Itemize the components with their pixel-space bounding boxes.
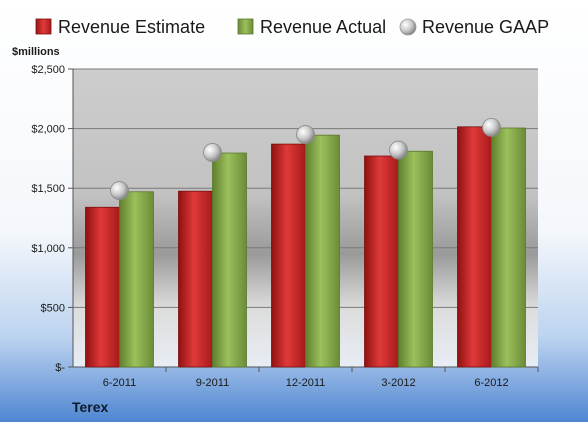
x-tick-label: 6-2011 bbox=[103, 377, 136, 389]
legend-swatch-actual bbox=[237, 18, 254, 35]
marker-revenue-gaap bbox=[110, 181, 129, 200]
legend: Revenue Estimate Revenue Actual Revenue … bbox=[35, 17, 549, 37]
legend-label-actual: Revenue Actual bbox=[260, 17, 386, 37]
legend-label-estimate: Revenue Estimate bbox=[58, 17, 205, 37]
legend-swatch-gaap bbox=[399, 18, 417, 36]
y-tick-label: $1,500 bbox=[31, 183, 65, 195]
legend-swatch-estimate bbox=[35, 18, 52, 35]
x-tick-label: 3-2012 bbox=[381, 377, 415, 389]
y-tick-label: $2,500 bbox=[31, 64, 65, 76]
bar-revenue-actual bbox=[398, 150, 433, 368]
bar-revenue-actual bbox=[491, 127, 526, 368]
y-tick-label: $500 bbox=[41, 302, 65, 314]
marker-revenue-gaap bbox=[203, 143, 222, 162]
bars bbox=[85, 126, 526, 368]
bar-revenue-estimate bbox=[178, 190, 213, 368]
bar-revenue-actual bbox=[119, 191, 154, 368]
x-tick-label: 12-2011 bbox=[286, 377, 326, 389]
y-tick-label: $- bbox=[55, 362, 65, 374]
gaap-markers bbox=[110, 118, 501, 200]
bar-revenue-actual bbox=[212, 152, 247, 368]
company-name: Terex bbox=[72, 399, 109, 415]
legend-item-actual: Revenue Actual bbox=[237, 17, 386, 37]
bar-revenue-estimate bbox=[364, 155, 399, 368]
legend-item-gaap: Revenue GAAP bbox=[399, 17, 549, 37]
bar-revenue-estimate bbox=[85, 206, 120, 368]
bar-revenue-actual bbox=[305, 134, 340, 368]
x-tick-label: 6-2012 bbox=[474, 377, 508, 389]
y-tick-label: $2,000 bbox=[31, 124, 65, 136]
y-axis-unit-label: $millions bbox=[12, 46, 60, 58]
marker-revenue-gaap bbox=[296, 125, 315, 144]
legend-item-estimate: Revenue Estimate bbox=[35, 17, 205, 37]
marker-revenue-gaap bbox=[482, 118, 501, 137]
tick-labels: $- $500 $1,000 $1,500 $2,000 $2,500 6-2011 9-20… bbox=[31, 64, 539, 389]
x-tick-label: 9-2011 bbox=[196, 377, 229, 389]
marker-revenue-gaap bbox=[389, 140, 408, 160]
bar-revenue-estimate bbox=[271, 143, 306, 368]
y-tick-label: $1,000 bbox=[31, 243, 65, 255]
bar-revenue-estimate bbox=[457, 126, 492, 368]
legend-label-gaap: Revenue GAAP bbox=[422, 17, 549, 37]
